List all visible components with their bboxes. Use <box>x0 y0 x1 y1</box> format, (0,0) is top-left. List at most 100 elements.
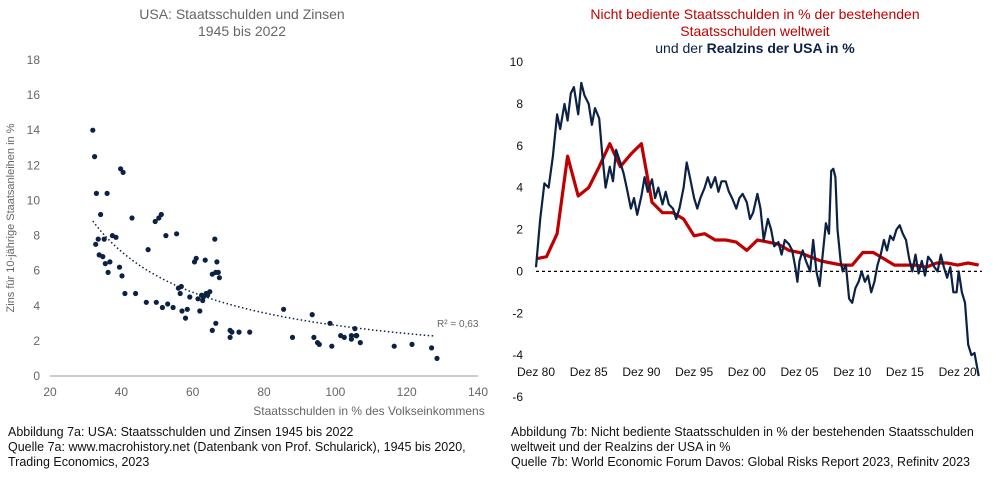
right-caption-line2: weltweit und der Realzins der USA in % <box>511 440 731 454</box>
scatter-point <box>348 336 354 342</box>
scatter-point <box>177 290 183 297</box>
left-x-axis-ticks: 20 40 60 80 100 120 140 <box>43 385 488 399</box>
right-title-highlight: Realzins der USA in % <box>707 40 856 56</box>
scatter-point <box>165 301 171 307</box>
right-x-axis-ticks: Dez 80 Dez 85 Dez 90 Dez 95 Dez 00 Dez 05 Dez … <box>517 365 977 379</box>
scatter-point <box>281 306 287 312</box>
right-chart: Nicht bediente Staatsschulden in % der b… <box>510 6 982 404</box>
scatter-point <box>143 299 149 305</box>
scatter-point <box>209 327 215 333</box>
left-x-tick-label: 80 <box>257 385 271 399</box>
left-r2-label: R² = 0,63 <box>437 319 479 330</box>
scatter-point <box>311 334 317 340</box>
scatter-point <box>409 341 415 347</box>
right-y-tick-label: 8 <box>516 97 523 111</box>
scatter-point <box>236 329 242 335</box>
left-y-axis-label: Zins für 10-jährige Staatsanleihen in % <box>5 123 17 312</box>
scatter-point <box>179 308 185 314</box>
scatter-point <box>174 231 180 237</box>
scatter-point <box>212 236 218 242</box>
left-y-tick-label: 12 <box>27 158 41 172</box>
scatter-point <box>193 255 199 261</box>
left-chart-title-line2: 1945 bis 2022 <box>198 23 286 39</box>
scatter-point <box>214 259 220 265</box>
scatter-point <box>327 320 333 326</box>
scatter-point <box>309 312 315 318</box>
left-x-tick-label: 60 <box>186 385 200 399</box>
scatter-point <box>229 329 235 335</box>
left-chart-title-line1: USA: Staatsschulden und Zinsen <box>139 6 344 22</box>
right-y-tick-label: 4 <box>516 181 523 195</box>
scatter-point <box>215 269 221 275</box>
scatter-point <box>429 345 435 351</box>
scatter-point <box>95 236 101 242</box>
right-x-tick-label: Dez 20 <box>939 365 977 379</box>
left-caption: Abbildung 7a: USA: Staatsschulden und Zi… <box>8 425 466 470</box>
left-y-tick-label: 0 <box>33 369 40 383</box>
scatter-point <box>152 218 158 225</box>
right-caption: Abbildung 7b: Nicht bediente Staatsschul… <box>511 425 974 470</box>
left-scatter-points <box>90 127 440 361</box>
scatter-point <box>182 315 189 321</box>
right-x-tick-label: Dez 80 <box>517 365 555 379</box>
scatter-point <box>145 247 151 253</box>
series-line-us-real-rate <box>534 81 980 377</box>
scatter-point <box>207 289 213 295</box>
right-chart-title-line1: Nicht bediente Staatsschulden in % der b… <box>590 6 919 22</box>
scatter-point <box>159 304 165 311</box>
left-y-tick-label: 6 <box>33 264 40 278</box>
right-y-tick-label: -6 <box>512 390 523 404</box>
right-x-tick-label: Dez 05 <box>781 365 819 379</box>
scatter-point <box>133 290 139 297</box>
scatter-point <box>100 254 106 260</box>
right-y-tick-label: 0 <box>516 264 523 278</box>
scatter-point <box>92 154 98 160</box>
right-y-tick-label: -4 <box>512 348 523 362</box>
scatter-point <box>98 211 104 218</box>
scatter-point <box>227 334 233 340</box>
left-y-tick-label: 14 <box>27 123 41 137</box>
scatter-point <box>129 215 135 221</box>
scatter-point <box>153 299 159 305</box>
scatter-point <box>216 275 222 281</box>
scatter-point <box>289 334 296 340</box>
scatter-point <box>113 234 119 240</box>
left-caption-line1: Abbildung 7a: USA: Staatsschulden und Zi… <box>8 425 354 439</box>
right-title-prefix: und der <box>655 40 706 56</box>
left-caption-line2: Quelle 7a: www.macrohistory.net (Datenba… <box>8 440 466 454</box>
scatter-point <box>120 169 126 175</box>
left-y-tick-label: 16 <box>27 88 41 102</box>
scatter-point <box>116 264 123 270</box>
left-x-tick-label: 140 <box>468 385 488 399</box>
scatter-point <box>352 326 358 332</box>
scatter-point <box>354 333 360 339</box>
left-x-tick-label: 120 <box>397 385 417 399</box>
scatter-point <box>90 127 96 133</box>
right-y-tick-label: 6 <box>516 139 523 153</box>
scatter-point <box>163 233 169 239</box>
scatter-point <box>197 308 203 314</box>
left-y-tick-label: 2 <box>33 334 40 348</box>
left-y-axis-ticks: 0 2 4 6 8 10 12 14 16 18 <box>27 53 41 383</box>
scatter-point <box>202 257 208 263</box>
scatter-point <box>158 211 164 218</box>
scatter-point <box>247 329 253 335</box>
left-y-tick-label: 18 <box>27 53 41 67</box>
right-x-tick-label: Dez 85 <box>570 365 608 379</box>
scatter-point <box>105 269 111 275</box>
right-y-tick-label: 10 <box>510 55 524 69</box>
series-line-unserviced-debt <box>535 142 980 269</box>
right-chart-title-line2: Staatsschulden weltweit <box>680 23 830 39</box>
right-chart-title-line3: und der Realzins der USA in % <box>655 40 855 56</box>
right-x-tick-label: Dez 95 <box>675 365 713 379</box>
left-y-tick-label: 4 <box>33 299 40 313</box>
scatter-point <box>107 259 113 265</box>
right-y-axis-ticks: -6 -4 -2 0 2 4 6 8 10 <box>510 55 524 404</box>
right-caption-line3: Quelle 7b: World Economic Forum Davos: G… <box>511 455 971 469</box>
left-y-tick-label: 10 <box>27 193 41 207</box>
left-trendline <box>92 220 436 337</box>
left-caption-line3: Trading Economics, 2023 <box>8 455 150 469</box>
scatter-point <box>187 294 193 300</box>
left-x-tick-label: 20 <box>43 385 57 399</box>
